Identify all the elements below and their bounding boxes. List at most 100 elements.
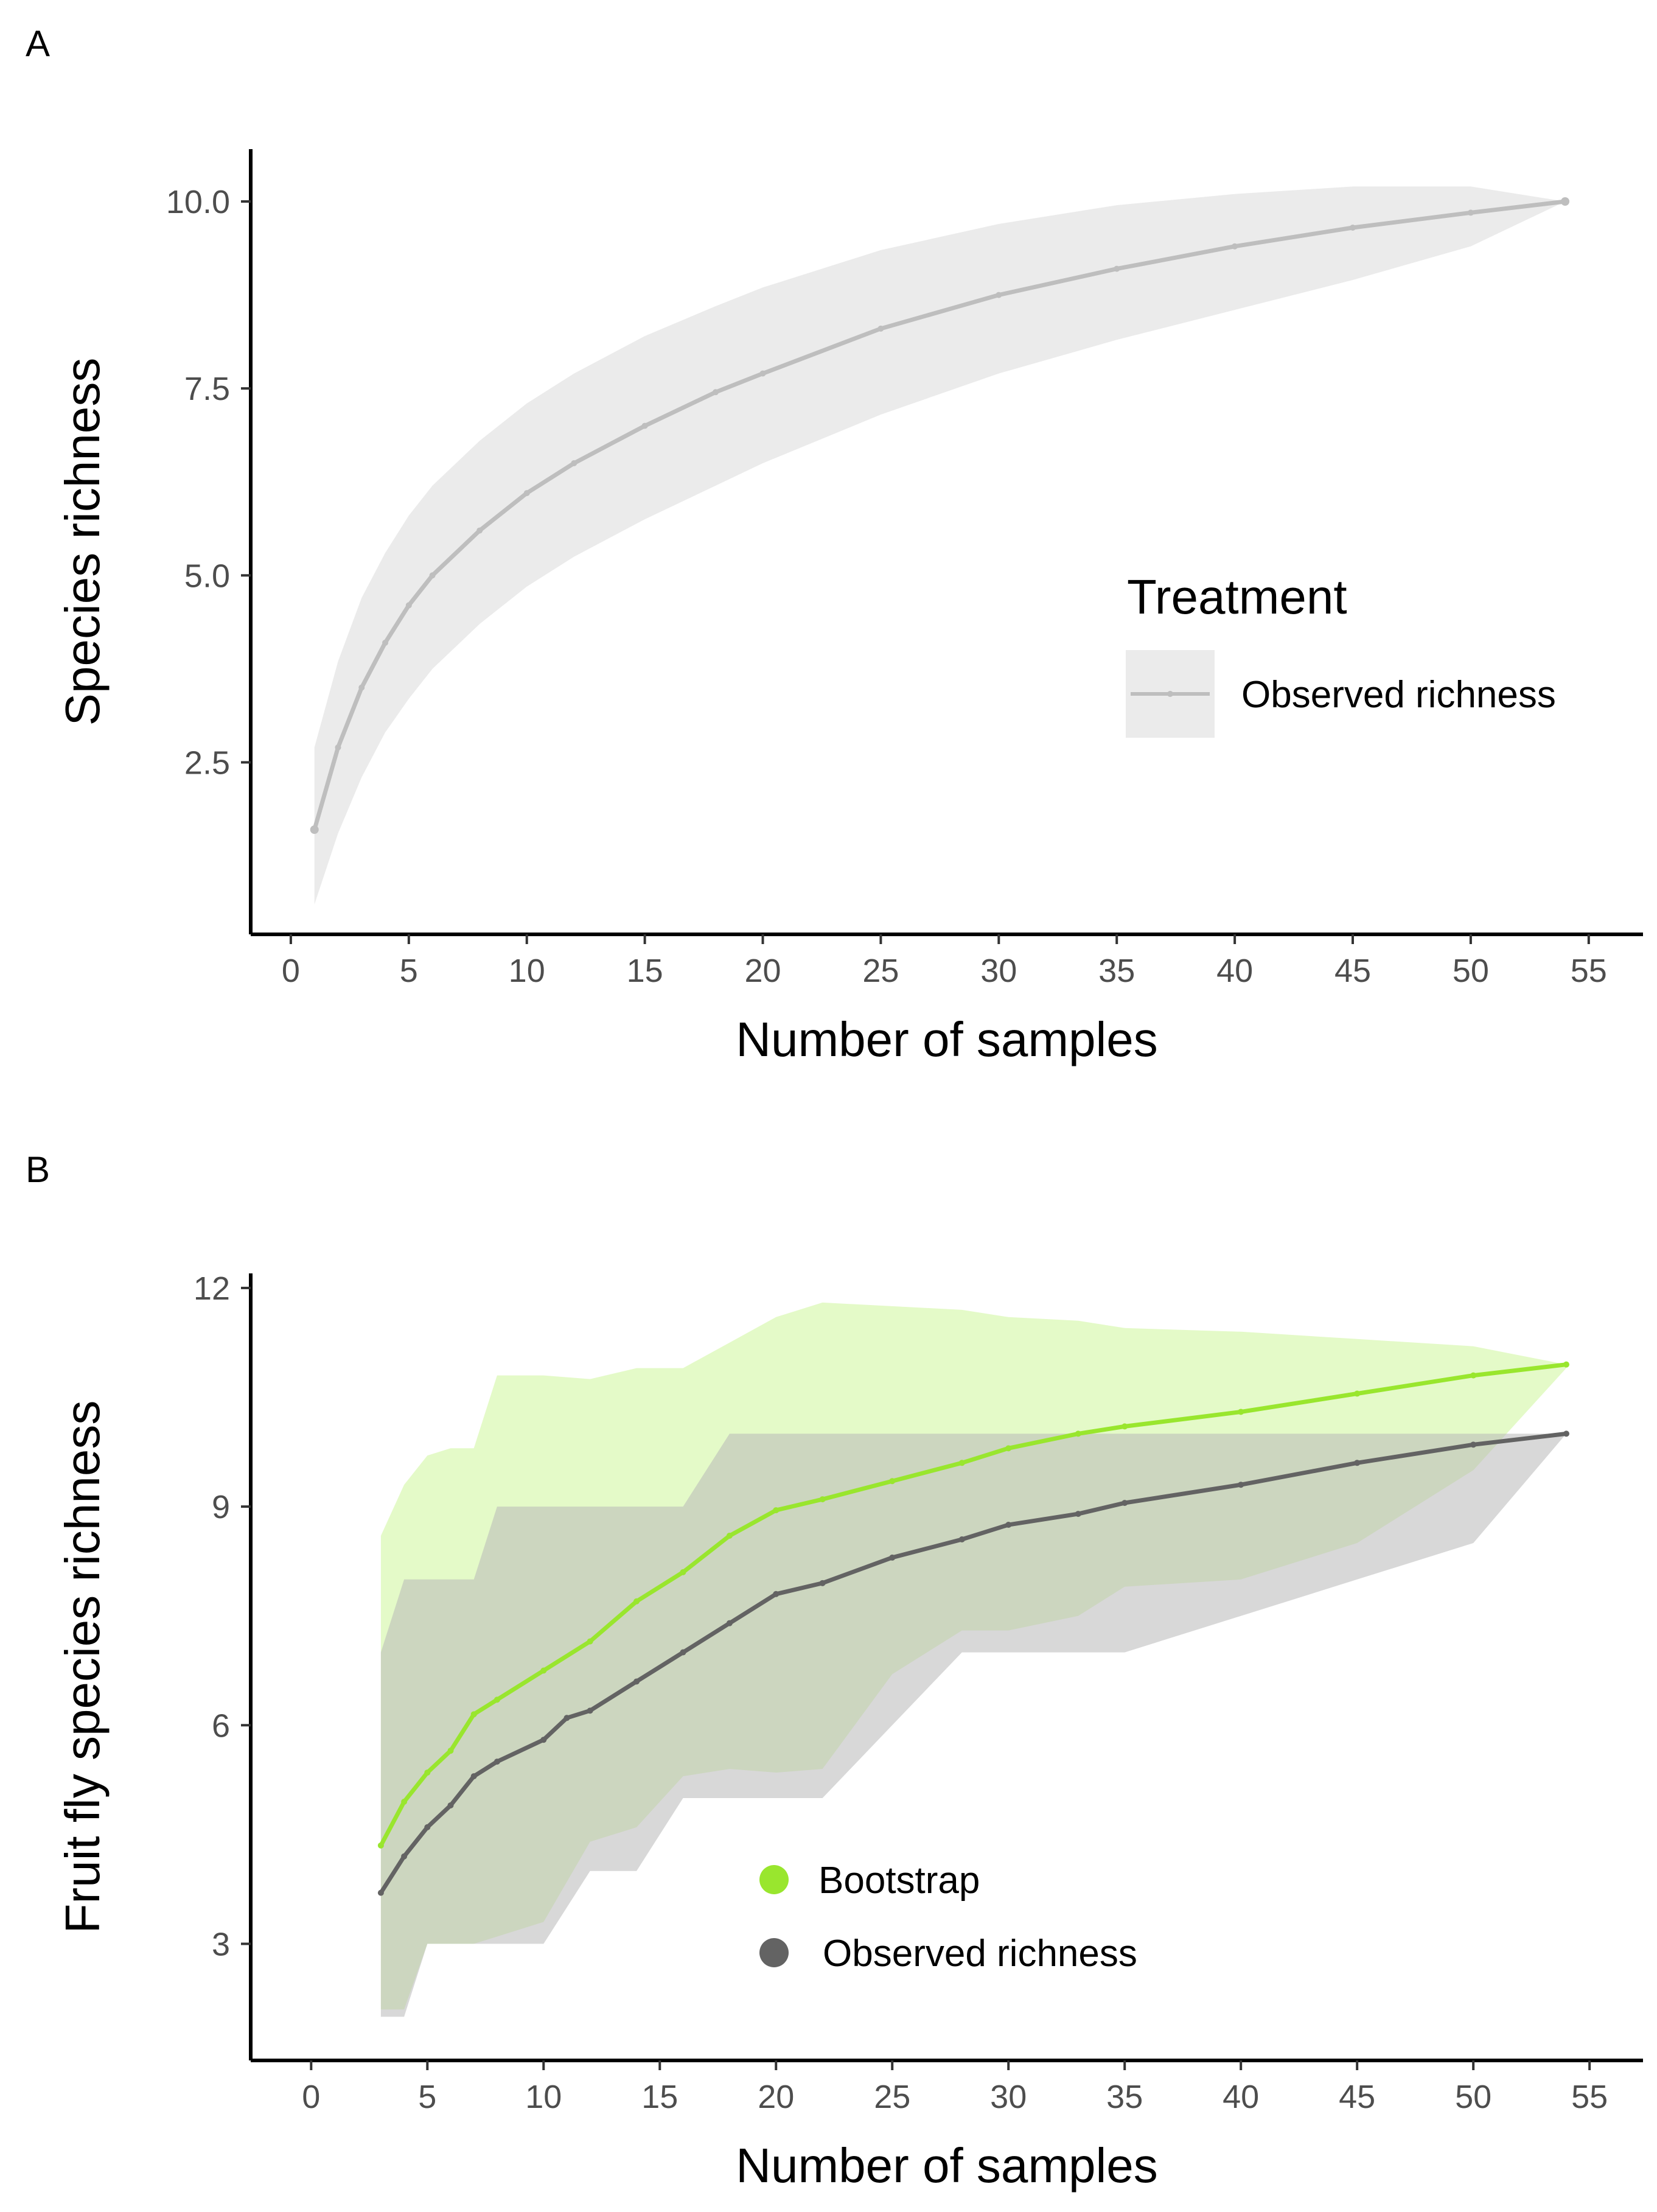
panel-b-observed-point [494,1759,500,1765]
panel-a-data-point [1561,197,1570,206]
panel-b-observed-point [1354,1460,1361,1466]
panel-a-x-tick-label: 20 [744,953,781,989]
panel-b-x-tick-label: 40 [1223,2079,1259,2115]
panel-b-bootstrap-line [378,1362,1567,1847]
panel-a-chart: 0 5 10 15 20 25 30 35 40 45 50 55 2.5 5.0 7.5 10.0 Num… [55,149,1643,1066]
panel-b-bootstrap-point [1075,1430,1081,1437]
panel-a-legend-label-observed: Observed richness [1241,674,1556,716]
panel-b-observed-point [447,1802,454,1808]
panel-b-x-tick-label: 10 [525,2079,562,2115]
panel-b-bootstrap-point [958,1460,965,1466]
panel-a-data-point [429,572,436,579]
panel-a-x-tick-label: 5 [400,953,418,989]
panel-a-x-tick-label: 35 [1098,953,1135,989]
panel-a-y-axis-title: Species richness [55,358,110,726]
panel-b-observed-point [633,1678,640,1685]
panel-a-data-point [335,744,341,751]
panel-b-chart: 0 5 10 15 20 25 30 35 40 45 50 55 3 6 9 12 Number of s… [55,1270,1643,2193]
panel-a-data-point [1350,225,1356,231]
panel-b-x-tick-label: 35 [1106,2079,1143,2115]
panel-b-bootstrap-point [447,1748,454,1754]
panel-a-data-point [310,825,319,834]
panel-a-data-point [1467,209,1474,216]
panel-a-data-point [476,527,483,534]
panel-b-observed-point [889,1554,896,1561]
panel-b-observed-point [1470,1441,1477,1448]
panel-b-y-tick-label: 12 [194,1270,230,1307]
panel-b-bootstrap-point [773,1507,780,1514]
panel-a-data-point [996,292,1002,298]
panel-b-observed-point [401,1853,408,1860]
panel-b-bootstrap-point [424,1769,431,1776]
panel-b-observed-point [680,1649,686,1656]
panel-a-y-tick-label: 5.0 [184,558,230,594]
panel-b-label: B [26,1149,50,1190]
panel-b-observed-point [424,1824,431,1830]
panel-a-x-tick-label: 10 [509,953,545,989]
panel-b-x-tick-label: 55 [1571,2079,1608,2115]
panel-b-observed-point [773,1591,780,1597]
panel-b-x-tick-label: 45 [1339,2079,1375,2115]
panel-b-observed-point [540,1737,547,1743]
panel-b-observed-point [1122,1500,1128,1507]
panel-b-bootstrap-point [1470,1372,1477,1379]
panel-a-legend-title: Treatment [1127,570,1347,624]
panel-b-bootstrap-point [1122,1423,1128,1430]
panel-a-x-tick-label: 45 [1334,953,1371,989]
panel-a-x-axis-title: Number of samples [736,1012,1158,1066]
panel-b-bootstrap-point [1238,1409,1244,1415]
panel-a-data-point [759,370,766,377]
panel-a-data-point [523,490,530,497]
panel-b-observed-point [1005,1522,1012,1528]
panel-b-observed-ribbon [380,1433,1566,2017]
panel-b-bootstrap-point [889,1478,896,1485]
panel-a-data-point [641,422,648,429]
panel-a-x-tick-label: 0 [282,953,300,989]
panel-b-observed-point [377,1889,384,1896]
panel-b-observed-point [819,1580,826,1586]
panel-a-label: A [26,23,50,64]
panel-a-x-tick-label: 25 [862,953,899,989]
panel-b-bootstrap-point [726,1533,733,1539]
panel-a-y-tick-label: 7.5 [184,371,230,407]
panel-b-bootstrap-point [1005,1445,1012,1452]
panel-b-bootstrap-point [470,1711,477,1718]
panel-a-confidence-ribbon [314,186,1566,905]
panel-a-x-tick-label: 15 [627,953,663,989]
panel-b-observed-point [1238,1482,1244,1488]
panel-a-data-point [358,684,365,691]
panel-a-data-point [877,325,884,332]
panel-a-y-tick-label: 10.0 [166,184,230,220]
panel-b-observed-point [1075,1511,1081,1517]
panel-b-observed-point [587,1707,593,1714]
panel-b-legend-key-bootstrap [759,1865,789,1894]
panel-b-bootstrap-point [1354,1390,1361,1397]
panel-b-x-tick-label: 25 [874,2079,910,2115]
panel-a-y-tick-label: 2.5 [184,744,230,781]
panel-a-data-point [1114,265,1120,272]
panel-a-data-point [405,602,412,609]
panel-b-y-axis-title: Fruit fly species richness [55,1401,110,1934]
panel-b-bootstrap-point [1563,1361,1569,1368]
panel-b-legend-label-bootstrap: Bootstrap [818,1860,980,1902]
panel-a-x-tick-label: 30 [980,953,1017,989]
panel-b-bootstrap-point [680,1569,686,1575]
panel-a-x-tick-label: 50 [1453,953,1489,989]
panel-b-x-tick-label: 30 [990,2079,1027,2115]
panel-b-observed-point [726,1620,733,1626]
panel-b-x-axis-title: Number of samples [736,2138,1158,2193]
panel-b-y-tick-label: 9 [212,1489,230,1525]
panel-b-y-tick-label: 3 [212,1926,230,1962]
panel-a-x-tick-label: 55 [1571,953,1607,989]
panel-b-legend-label-observed: Observed richness [823,1933,1137,1975]
panel-b-observed-point [563,1715,570,1721]
panel-b-observed-point [1563,1430,1569,1437]
panel-a-data-point [571,460,577,466]
panel-a-data-point [712,389,719,396]
panel-b-bootstrap-point [377,1842,384,1849]
panel-b-x-tick-label: 5 [418,2079,436,2115]
panel-b-observed-point [958,1536,965,1542]
panel-b-legend-key-observed [759,1938,789,1967]
panel-b-bootstrap-point [819,1496,826,1503]
